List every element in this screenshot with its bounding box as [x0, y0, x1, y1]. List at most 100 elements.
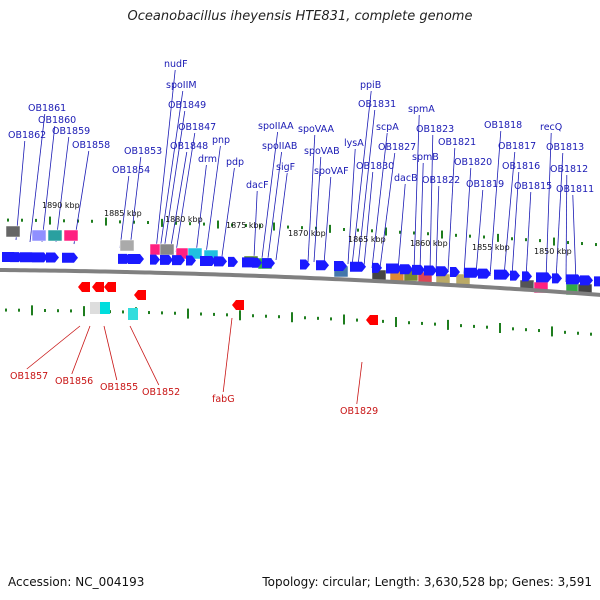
leader-line	[41, 125, 56, 243]
leader-line	[545, 132, 552, 281]
leader-line	[357, 109, 376, 267]
leader-line	[323, 176, 332, 265]
gene-label-dacf: dacF	[246, 180, 269, 191]
leader-line	[489, 130, 502, 277]
kbp-label: 1850 kbp	[534, 247, 572, 256]
gene-label-ob1830: OB1830	[356, 161, 394, 172]
gene-label-dacb: dacB	[394, 173, 418, 184]
forward-gene-arrow	[400, 264, 413, 275]
forward-gene-arrow	[200, 255, 216, 266]
leader-line	[26, 325, 81, 370]
gene-label-ob1853: OB1853	[124, 146, 162, 157]
gene-label-ob1854: OB1854	[112, 165, 150, 176]
gene-label-ob1823: OB1823	[416, 124, 454, 135]
leader-line	[379, 152, 396, 269]
forward-strand-genes	[2, 252, 600, 287]
gene-label-ob1831: OB1831	[358, 99, 396, 110]
reverse-gene-arrow	[104, 282, 116, 292]
gene-label-ob1855: OB1855	[100, 382, 138, 393]
gene-label-spma: spmA	[408, 104, 435, 115]
gene-label-ob1812: OB1812	[550, 164, 588, 175]
gene-label-ob1862: OB1862	[8, 130, 46, 141]
gene-label-ob1818: OB1818	[484, 120, 522, 131]
gene-label-ob1815: OB1815	[514, 181, 552, 192]
forward-gene-arrow	[494, 269, 510, 280]
leader-line	[347, 148, 356, 265]
annotation-box	[187, 247, 203, 260]
kbp-label: 1855 kbp	[472, 243, 510, 252]
forward-gene-arrow	[450, 266, 460, 277]
forward-gene-arrow	[228, 256, 238, 267]
leader-line	[129, 156, 142, 249]
gene-label-ob1847: OB1847	[178, 122, 216, 133]
gene-label-ob1816: OB1816	[502, 161, 540, 172]
reverse-gene-arrow	[134, 290, 146, 300]
leader-line	[163, 110, 186, 251]
gene-label-ob1822: OB1822	[422, 175, 460, 186]
leader-line	[129, 325, 160, 386]
gene-label-ob1858: OB1858	[72, 140, 110, 151]
forward-gene-arrow	[10, 252, 23, 263]
leader-line	[267, 151, 282, 259]
forward-gene-arrow	[316, 260, 329, 271]
gene-label-ob1860: OB1860	[38, 115, 76, 126]
leader-line	[475, 189, 484, 275]
leader-line	[205, 145, 221, 255]
forward-gene-arrow	[566, 274, 582, 285]
forward-gene-arrow	[128, 254, 144, 265]
reverse-gene-arrow	[92, 282, 104, 292]
gene-label-spovab: spoVAB	[304, 146, 340, 157]
forward-gene-arrow	[372, 262, 382, 273]
gene-label-ob1827: OB1827	[378, 142, 416, 153]
leader-line	[307, 134, 316, 263]
annotation-box	[90, 302, 100, 314]
gene-label-recq: recQ	[540, 122, 562, 133]
gene-label-ob1813: OB1813	[546, 142, 584, 153]
forward-gene-arrow	[150, 254, 160, 265]
annotation-box	[159, 243, 175, 256]
leader-line	[221, 167, 235, 257]
gene-label-spoiim: spoIIM	[166, 80, 197, 91]
gene-label-nudf: nudF	[164, 59, 188, 70]
leader-line	[525, 191, 532, 279]
leader-line	[29, 113, 46, 243]
gene-label-scpa: scpA	[376, 122, 399, 133]
leader-line	[275, 172, 288, 261]
annotation-box	[63, 229, 79, 242]
forward-gene-arrow	[424, 265, 437, 276]
forward-gene-arrow	[552, 273, 562, 284]
gene-label-ob1848: OB1848	[170, 141, 208, 152]
leader-line	[572, 194, 577, 283]
leader-line	[511, 171, 520, 277]
leader-line	[447, 147, 456, 273]
leader-line	[71, 325, 91, 375]
leader-line	[15, 140, 26, 241]
forward-gene-arrow	[334, 261, 347, 272]
forward-gene-arrow	[46, 252, 59, 263]
leader-line	[555, 152, 564, 281]
annotation-box	[128, 308, 138, 320]
gene-label-ob1861: OB1861	[28, 103, 66, 114]
leader-line	[565, 174, 568, 283]
gene-label-ob1829: OB1829	[340, 406, 378, 417]
gene-label-ob1852: OB1852	[142, 387, 180, 398]
genome-title: Oceanobacillus iheyensis HTE831, complet…	[127, 9, 473, 24]
gene-label-spoiiaa: spoIIAA	[258, 121, 294, 132]
kbp-label: 1865 kbp	[348, 235, 386, 244]
forward-gene-arrow	[172, 255, 185, 266]
gene-label-ob1819: OB1819	[466, 179, 504, 190]
forward-gene-arrow	[32, 252, 48, 263]
leader-line	[503, 151, 516, 277]
gene-label-spovaf: spoVAF	[314, 166, 349, 177]
gene-label-ob1849: OB1849	[168, 100, 206, 111]
forward-gene-arrow	[522, 271, 532, 282]
leader-line	[103, 325, 118, 381]
leader-line	[261, 131, 278, 259]
leader-line	[463, 167, 472, 275]
reverse-gene-arrow	[232, 300, 244, 310]
forward-gene-arrow	[62, 252, 78, 263]
gene-label-sigf: sigF	[276, 162, 295, 173]
inner-tick-track	[5, 305, 592, 337]
gene-label-lysa: lysA	[344, 138, 364, 149]
